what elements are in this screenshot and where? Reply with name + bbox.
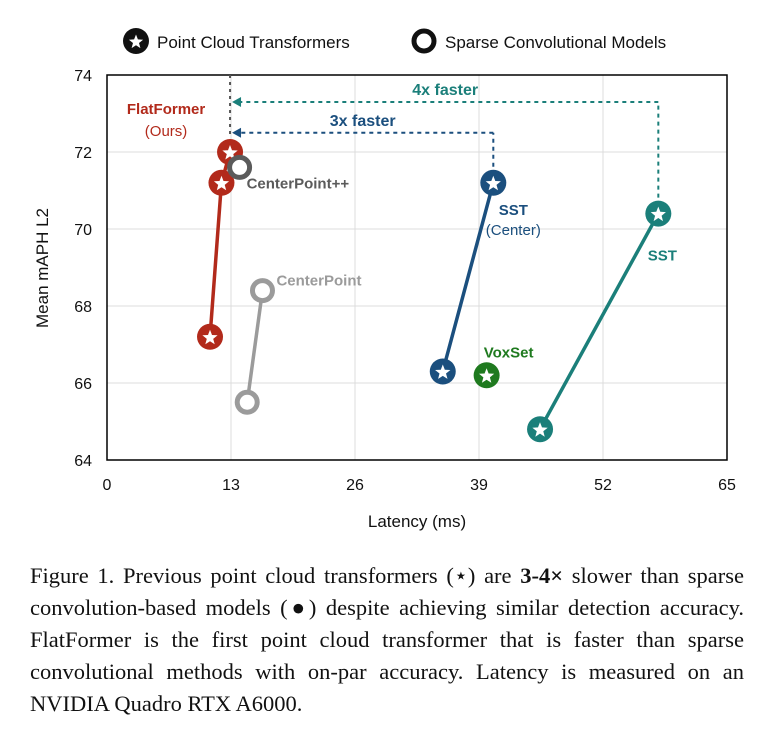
- series-name-label: SST: [648, 248, 677, 265]
- star-marker-glyph: [650, 206, 666, 222]
- caption-suffix: slower than sparse convolution-based mod…: [30, 563, 745, 716]
- y-axis-label: Mean mAPH L2: [33, 208, 52, 328]
- annotation-label: 3x faster: [330, 113, 396, 130]
- series-name-label: CenterPoint: [276, 273, 361, 290]
- circle-marker: [227, 154, 253, 180]
- star-marker-glyph: [485, 175, 501, 191]
- x-tick-label: 13: [222, 477, 240, 494]
- star-marker-glyph: [479, 368, 495, 383]
- star-marker-glyph: [435, 364, 451, 379]
- series-name-label: VoxSet: [484, 344, 534, 361]
- plot-frame: [106, 74, 728, 461]
- x-axis-label: Latency (ms): [368, 512, 466, 531]
- x-tick-label: 39: [470, 477, 488, 494]
- caption-bold: 3-4×: [520, 563, 564, 588]
- series-sublabel: (Ours): [145, 123, 188, 140]
- circle-marker: [234, 389, 260, 415]
- y-tick-label: 70: [74, 222, 92, 239]
- caption-prefix: Figure 1. Previous point cloud transform…: [30, 563, 521, 588]
- star-marker-glyph: [532, 422, 548, 437]
- circle-marker: [249, 278, 275, 304]
- legend-star-icon: [123, 28, 149, 54]
- x-tick-label: 65: [718, 477, 736, 494]
- legend-sparse-label: Sparse Convolutional Models: [445, 33, 666, 52]
- chart: Point Cloud Transformers Sparse Convolut…: [33, 28, 736, 531]
- star-marker-glyph: [222, 145, 238, 160]
- series-line: [245, 290, 265, 403]
- y-tick-label: 64: [74, 453, 92, 470]
- ticks: 0 13 26 39 52 65 64 66 68 70 72 74: [74, 68, 736, 494]
- series-line: [538, 212, 660, 431]
- x-tick-label: 26: [346, 477, 364, 494]
- series: [197, 139, 672, 443]
- x-tick-label: 52: [594, 477, 612, 494]
- star-marker-glyph: [213, 175, 230, 191]
- series-labels: FlatFormer (Ours) CenterPoint++ CenterPoint…: [127, 101, 677, 361]
- annotation-arrowhead: [232, 127, 242, 138]
- y-tick-label: 72: [74, 145, 92, 162]
- x-tick-label: 0: [103, 477, 112, 494]
- y-tick-label: 74: [74, 68, 92, 85]
- annotations: 3x faster 4x faster: [229, 75, 660, 198]
- series-name-label: CenterPoint++: [247, 175, 350, 192]
- series-name-label: FlatFormer: [127, 101, 206, 118]
- grid: [106, 74, 728, 461]
- y-tick-label: 66: [74, 376, 92, 393]
- annotation-label: 4x faster: [412, 82, 478, 99]
- annotation-arrowhead: [232, 96, 242, 107]
- series-sublabel: (Center): [486, 222, 541, 239]
- legend-transformers-label: Point Cloud Transformers: [157, 33, 350, 52]
- series-name-label: SST: [499, 202, 528, 219]
- legend: Point Cloud Transformers Sparse Convolut…: [123, 28, 666, 54]
- series-line: [441, 182, 495, 372]
- figure-caption: Figure 1. Previous point cloud transform…: [30, 560, 744, 720]
- y-tick-label: 68: [74, 299, 92, 316]
- star-marker-glyph: [202, 329, 218, 345]
- legend-circle-icon: [411, 28, 437, 54]
